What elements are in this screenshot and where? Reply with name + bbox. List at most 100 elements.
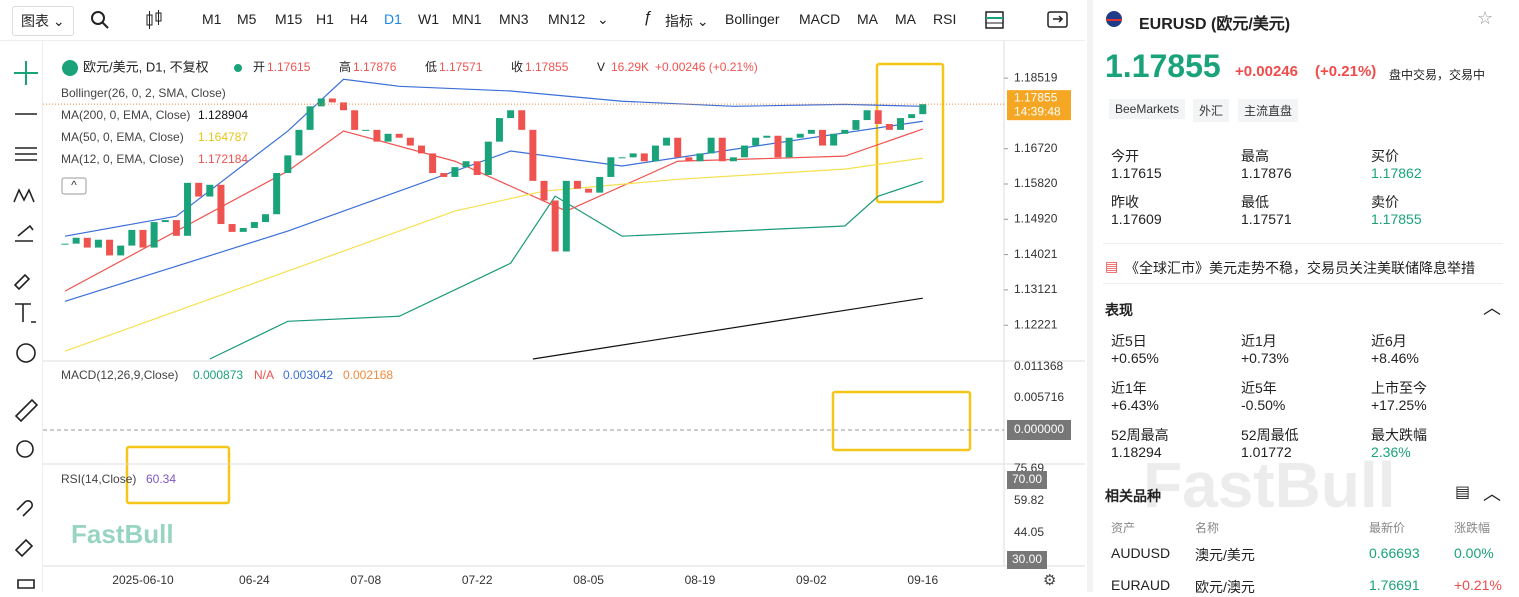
rsi-tag	[1007, 471, 1047, 489]
magnet-tool[interactable]	[16, 499, 34, 517]
timeframe[interactable]: H4	[350, 11, 368, 27]
chart-menu-label: 图表	[21, 13, 49, 29]
settings-icon: ⚙	[1043, 572, 1056, 589]
candle	[841, 129, 849, 134]
candle	[908, 114, 916, 119]
tag[interactable]: BeeMarkets	[1109, 99, 1186, 119]
indicator-legend: Bollinger(26, 0, 2, SMA, Close)	[61, 86, 226, 100]
indicator-button[interactable]: MA	[857, 11, 878, 27]
table-cell: +0.21%	[1454, 577, 1502, 593]
crosshair-tool[interactable]	[14, 61, 38, 85]
candle	[351, 110, 359, 130]
candle	[128, 229, 136, 246]
candle	[495, 118, 503, 142]
candle	[774, 135, 782, 158]
table-header: 资产	[1111, 521, 1136, 535]
candle	[685, 157, 693, 162]
macd-value: 0.002168	[343, 368, 393, 382]
timeframe[interactable]: MN12	[548, 11, 586, 27]
timeframe[interactable]: M5	[237, 11, 257, 27]
y-tick-label: 1.14920	[1014, 211, 1058, 225]
candle	[239, 227, 247, 232]
stat-value: 1.17855	[1371, 211, 1422, 227]
ruler-tool[interactable]	[14, 398, 39, 423]
layout-icon[interactable]	[984, 9, 1006, 31]
candle	[763, 135, 771, 138]
perf-label: 近5年	[1241, 380, 1277, 396]
table-cell[interactable]: AUDUSD	[1111, 545, 1171, 561]
candle	[562, 180, 570, 252]
text-tool[interactable]	[15, 303, 36, 323]
candle	[629, 153, 637, 158]
table-cell[interactable]: EURAUD	[1111, 577, 1171, 593]
chart-menu[interactable]: 图表 ⌄	[12, 6, 74, 36]
candle	[462, 161, 470, 168]
timeframe[interactable]: M1	[202, 11, 222, 27]
zoom-tool[interactable]	[16, 440, 34, 458]
candle	[406, 137, 414, 146]
perf-label: 近6月	[1371, 333, 1407, 349]
candle	[518, 110, 526, 130]
eraser-tool[interactable]	[14, 538, 34, 558]
macd-axis-label: 0.011368	[1014, 359, 1063, 373]
perf-value: 1.01772	[1241, 444, 1292, 460]
indicator-value: 1.172184	[198, 152, 248, 166]
indicator-button[interactable]: RSI	[933, 11, 957, 27]
fullscreen-icon[interactable]	[1046, 9, 1070, 31]
arrow-tool[interactable]	[15, 224, 34, 242]
zero-tag-label: 0.000000	[1014, 422, 1064, 436]
macd-label: MACD(12,26,9,Close)	[61, 368, 178, 382]
emoji-tool[interactable]	[16, 343, 36, 363]
symbol-badge	[62, 60, 78, 76]
news[interactable]: 《全球汇市》美元走势不稳，交易员关注美联储降息举措	[1125, 260, 1475, 276]
tag[interactable]: 主流直盘	[1238, 99, 1299, 122]
table-cell: 澳元/美元	[1195, 547, 1255, 563]
perf-value: 2.36%	[1371, 444, 1411, 460]
indicator-button[interactable]: MACD	[799, 11, 841, 27]
search-icon[interactable]	[90, 10, 110, 30]
timeframe[interactable]: D1	[384, 11, 402, 27]
collapse-icon[interactable]: ︿	[1483, 298, 1501, 318]
macd-value: 0.000873	[193, 368, 243, 382]
candle	[618, 157, 626, 159]
pattern-tool[interactable]	[13, 188, 35, 203]
timeframe[interactable]: MN3	[499, 11, 529, 27]
candle	[217, 184, 225, 225]
lines-tool[interactable]	[15, 147, 37, 161]
candle	[440, 173, 448, 177]
indicator-button[interactable]: Bollinger	[725, 11, 780, 27]
favorite-star[interactable]: ☆	[1477, 8, 1494, 28]
tag[interactable]: 外汇	[1193, 99, 1230, 122]
candle	[796, 133, 804, 138]
candle	[807, 129, 815, 134]
x-tick-label: 09-02	[796, 573, 827, 587]
lock-tool[interactable]	[17, 579, 35, 589]
rsi-axis-label: 59.82	[1014, 493, 1044, 507]
timeframe[interactable]: MN1	[452, 11, 482, 27]
candle	[262, 214, 270, 223]
chart: 1.18519 1.16720 1.15820 1.14920 1.14021 1.131…	[43, 41, 1085, 589]
x-tick-label: 07-22	[462, 573, 493, 587]
overlay-line	[64, 128, 923, 292]
ohlc-label: 收	[511, 60, 523, 74]
candle	[819, 129, 827, 146]
brush-tool[interactable]	[13, 273, 31, 291]
indicator-icon[interactable]: ƒ	[643, 9, 652, 26]
candle	[696, 153, 704, 162]
drawing-tools	[13, 61, 39, 589]
timeframe[interactable]: M15	[275, 11, 303, 27]
candle	[573, 180, 581, 189]
candle	[473, 161, 481, 175]
candle-icon[interactable]	[143, 9, 165, 31]
timeframe[interactable]: H1	[316, 11, 334, 27]
candle	[874, 110, 882, 124]
candle	[306, 106, 314, 130]
more-timeframes[interactable]: ⌄	[597, 11, 609, 27]
list-icon[interactable]: ▤	[1455, 484, 1471, 501]
timeframe[interactable]: W1	[418, 11, 439, 27]
indicator-button[interactable]: MA	[895, 11, 916, 27]
ohlc-value: 16.29K	[611, 60, 649, 74]
collapse-icon[interactable]: ︿	[1483, 484, 1501, 504]
rsi-tag	[1007, 551, 1047, 569]
indicators-menu[interactable]: 指标 ⌄	[665, 13, 709, 29]
